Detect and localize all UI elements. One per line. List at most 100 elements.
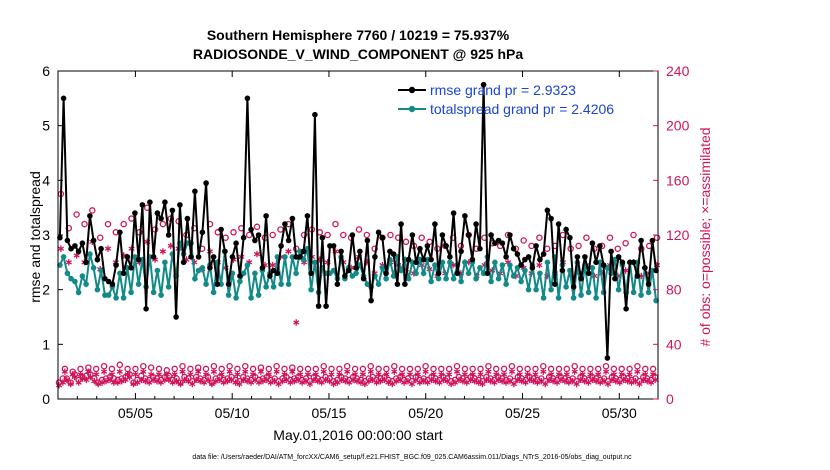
spread-series-point	[248, 295, 254, 301]
obs-assimilated-point	[542, 380, 549, 388]
obs-assimilated-point	[171, 371, 178, 378]
obs-assimilated-point	[153, 378, 161, 385]
rmse-series-point	[383, 270, 389, 277]
rmse-series-point	[600, 262, 607, 268]
obs-assimilated-point	[138, 376, 145, 384]
spread-series-point	[638, 292, 644, 298]
rmse-series-point	[364, 237, 371, 244]
rmse-series-point	[120, 270, 127, 277]
rmse-series-point	[338, 248, 344, 255]
x-axis-label: May.01,2016 00:00:00 start	[273, 427, 443, 443]
legend-spread-marker	[408, 105, 416, 113]
rmse-series-point	[214, 281, 221, 288]
spread-series-point	[237, 278, 243, 285]
spread-series-point	[120, 295, 127, 301]
obs-assimilated-point	[640, 376, 647, 384]
legend: rmse grand pr = 2.9323 totalspread grand…	[398, 82, 614, 117]
spread-series-point	[585, 289, 592, 296]
obs-assimilated-point	[500, 371, 508, 378]
rmse-series-point	[323, 303, 329, 309]
rmse-series-point	[390, 251, 397, 257]
obs-assimilated-point	[148, 371, 155, 378]
obs-assimilated-point	[602, 368, 610, 375]
y2-tick-label: 240	[666, 63, 690, 79]
obs-assimilated-point	[422, 368, 429, 375]
spread-series-point	[308, 286, 314, 293]
rmse-series-point	[124, 254, 131, 260]
data-file-footnote: data file: /Users/raeder/DAI/ATM_forcXX/…	[192, 454, 632, 461]
obs-assimilated-point	[642, 371, 649, 378]
spread-series-point	[244, 262, 251, 268]
spread-series-point	[150, 289, 157, 296]
rmse-series-point	[132, 210, 138, 216]
spread-series-point	[522, 267, 528, 274]
obs-assimilated-point	[597, 379, 604, 386]
spread-series-point	[525, 286, 532, 293]
obs-assimilated-point	[102, 378, 110, 385]
obs-assimilated-point	[306, 380, 314, 388]
rmse-series-point	[450, 210, 457, 216]
chart-title: Southern Hemisphere 7760 / 10219 = 75.93…	[207, 27, 510, 43]
y-tick-label: 5	[42, 118, 50, 134]
obs-assimilated-point	[328, 371, 335, 378]
y2-tick-label: 200	[666, 118, 690, 134]
obs-assimilated-point	[526, 376, 533, 384]
spread-series-point	[293, 270, 299, 277]
obs-assimilated-point	[167, 242, 174, 250]
rmse-series-point	[75, 248, 82, 255]
obs-assimilated-point	[532, 371, 539, 378]
x-tick-label: 05/15	[311, 405, 346, 421]
spread-series-point	[312, 259, 318, 266]
obs-assimilated-point	[249, 371, 257, 378]
spread-series-point	[225, 292, 232, 298]
y-tick-label: 1	[42, 336, 50, 352]
obs-assimilated-point	[163, 371, 170, 378]
spread-series-point	[462, 259, 468, 266]
rmse-series-point	[394, 281, 401, 288]
obs-assimilated-point	[353, 378, 361, 385]
rmse-series-point	[615, 254, 622, 260]
obs-assimilated-point	[555, 371, 563, 378]
rmse-series-point	[304, 213, 311, 219]
obs-assimilated-point	[312, 371, 319, 378]
rmse-series-point	[300, 248, 307, 255]
obs-assimilated-point	[330, 380, 337, 388]
rmse-series-point	[604, 355, 611, 361]
obs-assimilated-point	[181, 376, 188, 384]
obs-assimilated-point	[351, 371, 359, 378]
obs-assimilated-point	[87, 373, 94, 381]
spread-series-point	[435, 275, 442, 282]
spread-series-point	[233, 295, 239, 301]
spread-series-point	[432, 262, 438, 268]
spread-series-point	[615, 286, 622, 293]
obs-assimilated-point	[218, 371, 225, 378]
obs-assimilated-point	[549, 378, 557, 385]
spread-series-point	[439, 259, 446, 266]
rmse-series-point	[402, 281, 408, 288]
rmse-series-point	[135, 256, 142, 263]
rmse-series-point	[432, 221, 438, 227]
obs-assimilated-point	[595, 371, 602, 378]
spread-series-point	[158, 292, 164, 298]
obs-assimilated-point	[565, 379, 572, 386]
spread-series-point	[499, 262, 506, 268]
legend-spread-label: totalspread grand pr = 2.4206	[430, 101, 614, 117]
spread-series-point	[162, 259, 168, 266]
obs-possible-point	[630, 231, 637, 239]
y-tick-label: 2	[42, 282, 50, 298]
rmse-series-point	[454, 270, 461, 277]
rmse-series-point	[469, 256, 476, 263]
rmse-series-point	[345, 267, 352, 274]
obs-assimilated-point	[416, 379, 423, 386]
rmse-series-point	[552, 281, 558, 288]
spread-series-point	[443, 275, 449, 282]
rmse-series-point	[180, 259, 187, 266]
rmse-series-point	[578, 275, 584, 282]
rmse-series-point	[162, 199, 168, 205]
obs-assimilated-point	[195, 368, 202, 375]
rmse-series-point	[267, 273, 273, 279]
rmse-series-point	[499, 240, 506, 246]
rmse-series-point	[229, 254, 236, 260]
rmse-series-point	[282, 221, 288, 227]
spread-series-point	[630, 289, 637, 296]
